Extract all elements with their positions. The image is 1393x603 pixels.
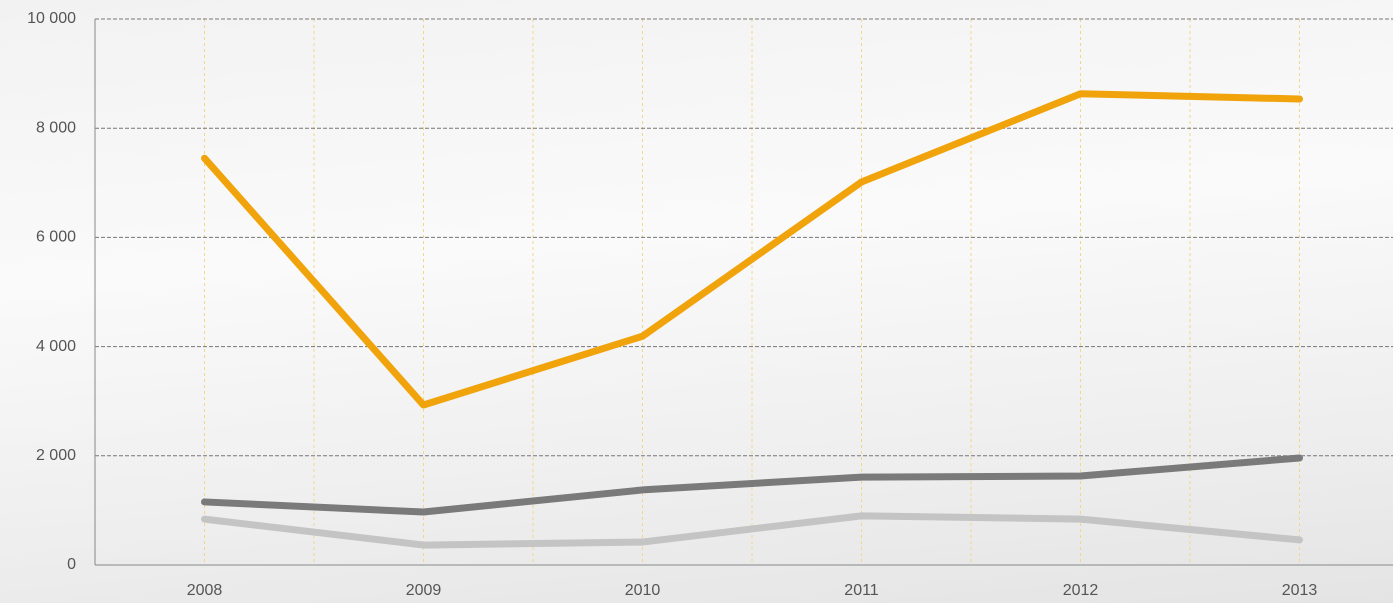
y-tick-label: 10 000	[27, 10, 76, 27]
chart: 0 2 000 4 000 6 000 8 000 10 000 2008 2009 2010 2…	[0, 0, 1393, 603]
y-tick-label: 6 000	[36, 229, 76, 246]
y-tick-label: 2 000	[36, 447, 76, 464]
x-tick-label: 2008	[187, 582, 223, 599]
series-line	[205, 458, 1300, 512]
page: 0 2 000 4 000 6 000 8 000 10 000 2008 2009 2010 2…	[0, 0, 1393, 603]
y-tick-label: 0	[67, 556, 76, 573]
x-tick-label: 2013	[1282, 582, 1318, 599]
x-tick-label: 2011	[844, 582, 879, 599]
y-tick-label: 4 000	[36, 338, 76, 355]
x-tick-label: 2010	[625, 582, 661, 599]
series-line	[205, 516, 1300, 545]
y-tick-label: 8 000	[36, 119, 76, 136]
x-tick-label: 2012	[1063, 582, 1099, 599]
x-tick-label: 2009	[406, 582, 442, 599]
